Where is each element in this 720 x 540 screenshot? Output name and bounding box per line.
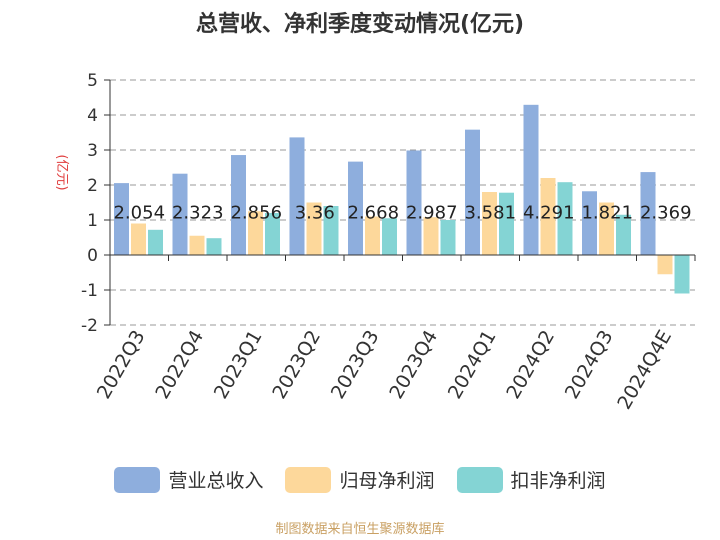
bar-revenue [640,172,656,255]
y-tick-label: 4 [87,106,98,126]
x-tick-label: 2024Q3 [561,327,618,403]
bar-revenue [523,104,539,255]
x-tick-label: 2022Q3 [93,327,150,403]
footer-source: 制图数据来自恒生聚源数据库 [275,522,445,537]
bar-revenue [172,173,188,255]
x-tick-label: 2024Q4E [613,327,676,414]
bar-revenue [406,150,422,255]
x-tick-label: 2023Q2 [268,327,325,403]
bar-revenue [231,155,246,255]
data-label: 1.821 [581,202,633,223]
y-tick-label: -2 [81,316,98,336]
legend-label-revenue: 营业总收入 [168,470,264,492]
data-label: 4.291 [523,202,575,223]
legend-item-deducted-profit[interactable]: 扣非净利润 [456,466,606,493]
bar-deducted-profit [674,255,690,294]
legend-swatch-revenue [114,466,161,493]
data-label: 2.856 [230,202,282,223]
x-tick-label: 2024Q2 [502,327,559,403]
y-tick-label: 5 [87,71,98,91]
y-tick-label: 1 [87,211,98,231]
data-label: 2.323 [172,202,224,223]
x-tick-label: 2023Q3 [327,327,384,403]
y-tick-label: -1 [81,281,98,301]
legend-item-net-profit[interactable]: 归母净利润 [285,466,435,493]
y-tick-label: 2 [87,176,98,196]
bar-net-profit [540,178,556,255]
bar-deducted-profit [265,213,280,255]
bar-deducted-profit [557,182,573,255]
legend-swatch-deducted-profit [456,466,503,493]
legend-swatch-net-profit [285,466,332,493]
data-label: 2.054 [113,202,165,223]
bar-deducted-profit [323,206,339,255]
data-label: 2.668 [347,202,399,223]
x-tick-label: 2023Q4 [385,327,442,403]
bar-revenue [465,129,480,255]
x-tick-label: 2024Q1 [444,327,501,403]
legend-label-deducted-profit: 扣非净利润 [510,470,606,492]
bar-revenue [114,183,129,255]
bar-net-profit [423,217,439,255]
data-label: 3.36 [295,202,335,223]
bar-deducted-profit [440,220,456,255]
y-tick-label: 0 [87,246,98,266]
bar-net-profit [306,202,322,255]
x-tick-label: 2023Q1 [210,327,267,403]
bar-net-profit [657,255,673,275]
bar-deducted-profit [206,238,222,255]
y-tick-label: 3 [87,141,98,161]
data-label: 2.987 [406,202,458,223]
bar-deducted-profit [499,192,514,255]
bar-net-profit [482,192,497,255]
bar-revenue [582,191,597,255]
legend-label-net-profit: 归母净利润 [339,470,435,492]
x-tick-label: 2022Q4 [151,327,208,403]
bar-net-profit [365,216,380,255]
bar-deducted-profit [382,218,397,255]
data-label: 2.369 [640,202,692,223]
bar-revenue [348,161,363,255]
bar-net-profit [131,223,146,255]
chart-title: 总营收、净利季度变动情况(亿元) [195,12,525,37]
bar-net-profit [189,235,205,255]
legend-item-revenue[interactable]: 营业总收入 [114,466,263,493]
bar-net-profit [599,202,614,255]
y-axis-label: (亿元) [54,154,69,190]
bar-net-profit [248,211,263,255]
legend: 营业总收入 归母净利润 扣非净利润 [0,466,720,493]
bar-deducted-profit [148,229,163,255]
bar-revenue [289,137,305,255]
data-label: 3.581 [464,202,516,223]
bar-deducted-profit [616,214,631,255]
